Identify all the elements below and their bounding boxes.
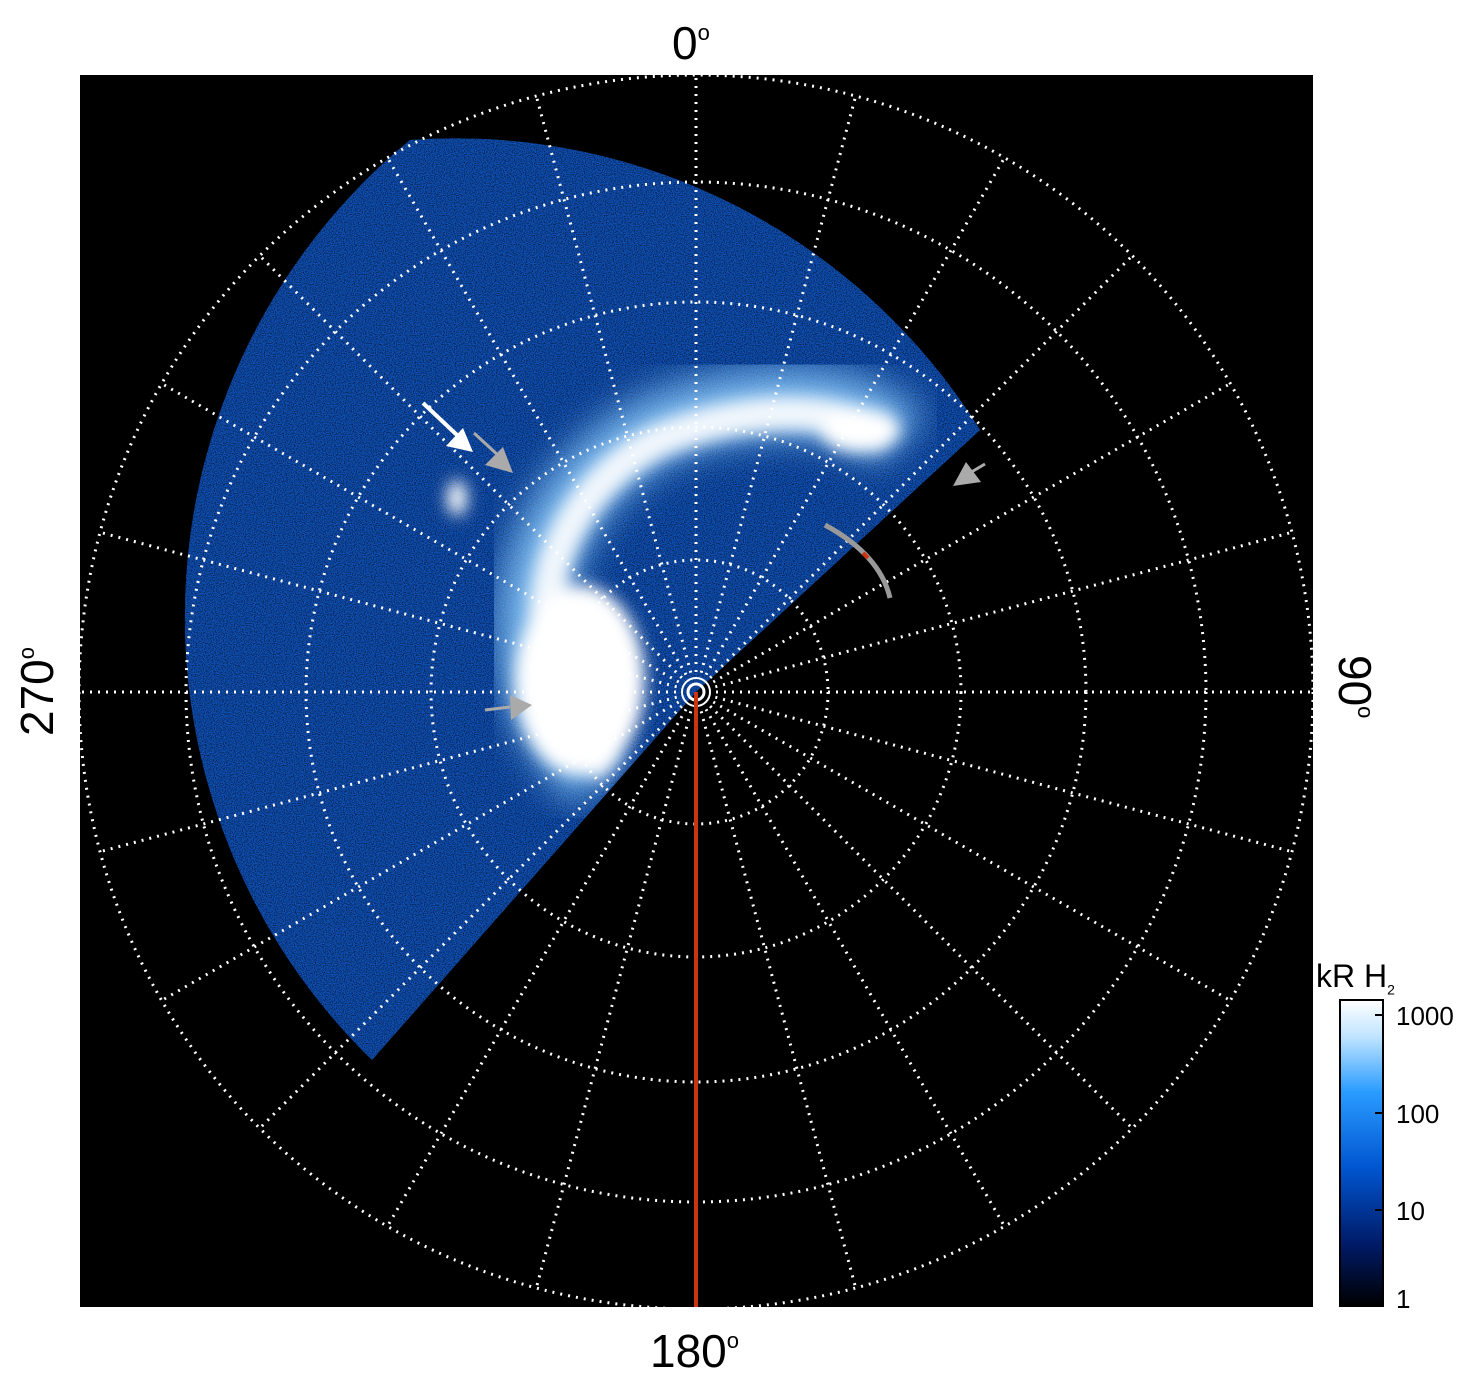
grid-spoke [534,710,693,1289]
colorbar [1339,999,1384,1307]
gray-arc-marker-icon [823,522,893,599]
angle-label-bottom: 180o [650,1325,739,1377]
colorbar-ticks [1375,1014,1383,1306]
colorbar-tick-label: 100 [1396,1099,1440,1129]
grid-spoke [712,700,1232,1002]
grid-spoke [714,695,1293,854]
angle-label-top: 0o [672,17,710,69]
grid-spoke [712,382,1232,684]
grid-spoke [714,530,1293,689]
colorbar-tick-label: 10 [1396,1196,1425,1226]
grid-spoke [160,700,680,1002]
white-arrow-icon [421,401,473,452]
grid-spoke [704,156,1006,676]
grid-spoke [704,708,1006,1228]
grid-spoke [258,705,683,1130]
gray-arrow-icon [484,695,532,720]
grid-spoke [699,95,858,674]
grid-spoke [709,705,1134,1130]
grid-spoke [699,710,858,1289]
colorbar-tick-label: 1 [1396,1284,1411,1314]
grid-spoke [258,254,683,679]
grid-spoke [386,708,688,1228]
colorbar-tick-label: 1000 [1396,1001,1454,1031]
colorbar-title: kR H2 [1316,958,1395,998]
grid-spoke [709,254,1134,679]
grid-spoke [534,95,693,674]
grid-spoke [160,382,680,684]
grid-spoke [99,530,678,689]
grid-spoke [99,695,678,854]
angle-label-left: 270o [11,647,63,736]
gray-arrow-icon [472,431,513,473]
gray-arrow-icon [953,462,986,486]
angle-label-right: 90o [1329,655,1381,719]
grid-spoke [386,156,688,676]
